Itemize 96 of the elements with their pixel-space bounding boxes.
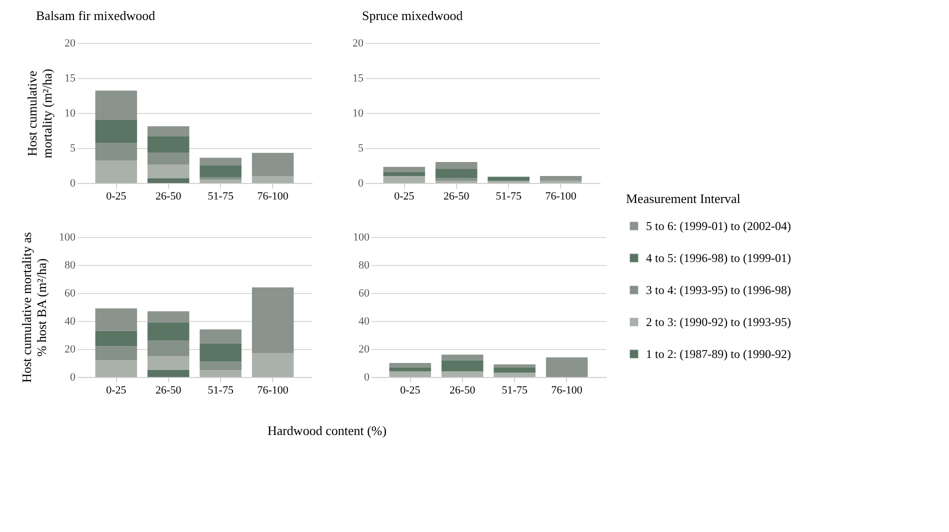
y-tick-label: 100	[59, 232, 76, 244]
bar	[546, 357, 588, 377]
y-tick-label: 0	[70, 178, 76, 190]
bar	[148, 311, 190, 322]
x-tick-label: 0-25	[106, 190, 127, 202]
bar	[383, 172, 426, 176]
y-tick-label: 40	[64, 316, 76, 328]
y-axis-title: Host cumulative mortality as % host BA (m²/ha)	[19, 232, 49, 383]
x-tick-label: 26-50	[450, 384, 476, 396]
y-tick-label: 100	[353, 232, 370, 244]
bar	[95, 120, 138, 144]
bar	[148, 356, 190, 370]
bar	[442, 371, 484, 377]
x-tick-label: 51-75	[496, 190, 522, 202]
legend-label: 5 to 6: (1999-01) to (2002-04)	[646, 219, 791, 233]
y-tick-label: 15	[352, 72, 364, 84]
y-tick-label: 5	[70, 142, 76, 154]
legend-label: 2 to 3: (1990-92) to (1993-95)	[646, 315, 791, 329]
x-tick-label: 26-50	[156, 190, 182, 202]
bar	[200, 362, 242, 370]
x-tick-label: 76-100	[545, 190, 577, 202]
bar	[148, 164, 190, 178]
legend-title: Measurement Interval	[626, 191, 741, 206]
y-tick-label: 40	[358, 316, 370, 328]
chart-title: Balsam fir mixedwood	[36, 8, 156, 23]
bar	[95, 330, 138, 346]
bar	[95, 90, 138, 120]
y-tick-label: 10	[352, 108, 364, 120]
bar	[383, 166, 426, 172]
bar	[436, 169, 478, 178]
bar	[494, 367, 536, 373]
bar	[252, 353, 294, 377]
x-tick-label: 51-75	[208, 190, 234, 202]
y-tick-label: 80	[358, 260, 370, 272]
x-tick-label: 76-100	[257, 384, 289, 396]
bar	[200, 370, 242, 377]
y-tick-label: 80	[64, 260, 76, 272]
bar	[200, 329, 242, 344]
bar	[436, 178, 478, 181]
bar	[488, 176, 530, 181]
bar	[200, 180, 242, 183]
chart-title: Spruce mixedwood	[362, 8, 464, 23]
y-tick-label: 0	[358, 178, 364, 190]
x-tick-label: 26-50	[156, 384, 182, 396]
bar	[148, 322, 190, 341]
bar	[442, 360, 484, 372]
legend-label: 4 to 5: (1996-98) to (1999-01)	[646, 251, 791, 265]
y-tick-label: 10	[64, 108, 76, 120]
bar	[383, 176, 426, 183]
y-tick-label: 20	[358, 344, 370, 356]
bar	[148, 152, 190, 165]
bar	[494, 364, 536, 368]
x-tick-label: 51-75	[502, 384, 528, 396]
bar	[95, 143, 138, 161]
bar	[95, 160, 138, 183]
y-tick-label: 5	[358, 142, 364, 154]
x-tick-label: 0-25	[400, 384, 421, 396]
bar	[200, 343, 242, 362]
bar	[442, 354, 484, 360]
bar	[200, 166, 242, 178]
y-tick-label: 60	[358, 288, 370, 300]
bar	[200, 158, 242, 166]
y-tick-label: 20	[352, 38, 364, 50]
x-tick-label: 0-25	[394, 190, 415, 202]
x-tick-label: 51-75	[208, 384, 234, 396]
x-axis-title: Hardwood content (%)	[267, 423, 387, 438]
bar	[494, 372, 536, 377]
bar	[148, 178, 190, 183]
bar	[95, 346, 138, 360]
bar	[148, 370, 190, 377]
bar	[389, 371, 432, 377]
bar	[95, 308, 138, 331]
y-tick-label: 0	[364, 372, 370, 384]
y-tick-label: 15	[64, 72, 76, 84]
y-tick-label: 60	[64, 288, 76, 300]
bar	[389, 363, 432, 368]
legend-label: 3 to 4: (1993-95) to (1996-98)	[646, 283, 791, 297]
bar	[148, 126, 190, 136]
bar	[148, 340, 190, 356]
y-tick-label: 20	[64, 344, 76, 356]
bar	[95, 360, 138, 377]
y-tick-label: 20	[64, 38, 76, 50]
legend-label: 1 to 2: (1987-89) to (1990-92)	[646, 347, 791, 361]
bar	[389, 367, 432, 372]
y-tick-label: 0	[70, 372, 76, 384]
bar	[252, 176, 294, 183]
x-tick-label: 76-100	[257, 190, 289, 202]
bar	[252, 287, 294, 354]
x-tick-label: 76-100	[551, 384, 583, 396]
bar	[436, 162, 478, 169]
bar	[148, 136, 190, 153]
x-tick-label: 26-50	[444, 190, 470, 202]
bar	[252, 152, 294, 176]
y-axis-title: Host cumulative mortality (m²/ha)	[24, 68, 54, 158]
x-tick-label: 0-25	[106, 384, 127, 396]
bar	[540, 176, 582, 181]
